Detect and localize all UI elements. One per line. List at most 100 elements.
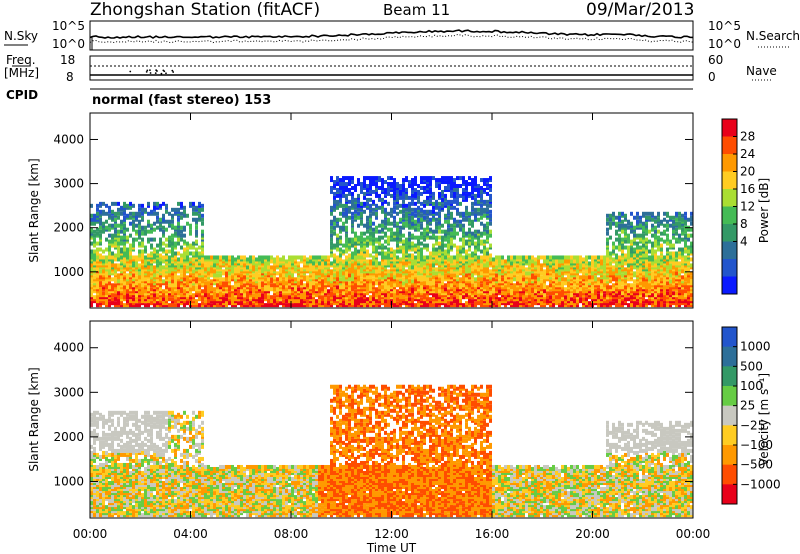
power-cell	[168, 211, 171, 216]
power-cell	[420, 176, 423, 181]
power-cell	[552, 273, 555, 278]
power-cell	[474, 241, 477, 246]
power-cell	[144, 245, 147, 250]
power-cell	[162, 241, 165, 246]
power-cell	[471, 231, 474, 236]
power-cell	[132, 243, 135, 248]
power-cell	[354, 213, 357, 218]
power-cell	[126, 227, 129, 232]
power-cell	[543, 269, 546, 274]
power-cell	[198, 207, 201, 212]
power-cell	[363, 223, 366, 228]
power-cell	[249, 265, 252, 270]
power-cell	[207, 255, 210, 260]
power-cell	[90, 255, 93, 260]
power-cell	[150, 287, 153, 292]
power-cell	[117, 263, 120, 268]
power-cell	[471, 195, 474, 200]
power-cell	[351, 191, 354, 196]
power-cell	[369, 184, 372, 188]
power-cell	[357, 215, 360, 220]
power-cell	[405, 245, 408, 250]
power-cell	[102, 209, 105, 214]
power-cell	[120, 241, 123, 246]
power-cell	[186, 213, 189, 218]
power-cell	[423, 243, 426, 248]
power-cell	[165, 237, 168, 242]
power-cell	[282, 269, 285, 274]
power-cell	[96, 277, 99, 282]
power-cell	[381, 182, 384, 187]
nsearch-trace	[89, 33, 694, 44]
power-cell	[426, 195, 429, 200]
power-cell	[276, 277, 279, 282]
power-cell	[351, 237, 354, 242]
power-cell	[438, 283, 441, 288]
power-cell	[486, 295, 489, 300]
power-cell	[474, 176, 477, 181]
power-cell	[267, 277, 270, 282]
power-cell	[201, 301, 204, 306]
power-cell	[417, 217, 420, 222]
power-cell	[351, 180, 354, 185]
power-cell	[357, 265, 360, 270]
power-cell	[156, 225, 159, 230]
power-cell	[492, 277, 495, 282]
power-cell	[540, 267, 543, 272]
power-cell	[375, 211, 378, 216]
power-cell	[525, 271, 528, 276]
power-cell	[507, 281, 510, 286]
power-cell	[138, 303, 141, 308]
power-cell	[558, 281, 561, 286]
power-cell	[414, 207, 417, 212]
power-cell	[342, 221, 345, 226]
power-cell	[357, 193, 360, 198]
power-cell	[171, 297, 174, 302]
power-cell	[552, 255, 555, 260]
power-cell	[183, 209, 186, 214]
power-cell	[303, 255, 306, 260]
power-cell	[333, 195, 336, 200]
power-cell	[117, 253, 120, 258]
power-cell	[123, 303, 126, 308]
power-cell	[366, 253, 369, 258]
power-cell	[534, 275, 537, 280]
power-cell	[420, 223, 423, 228]
power-cell	[162, 265, 165, 270]
power-cell	[414, 219, 417, 224]
power-cell	[111, 215, 114, 220]
power-cell	[114, 233, 117, 238]
power-cell	[141, 231, 144, 236]
power-cell	[303, 291, 306, 296]
power-cell	[201, 213, 204, 218]
power-cell	[429, 259, 432, 264]
power-cell	[471, 201, 474, 206]
power-cell	[351, 176, 354, 181]
power-cell	[411, 178, 414, 183]
power-cell	[138, 219, 141, 224]
power-cell	[339, 247, 342, 252]
power-cell	[474, 261, 477, 266]
power-cell	[255, 257, 258, 262]
power-cell	[423, 185, 426, 190]
power-cell	[492, 289, 495, 294]
power-cell	[273, 275, 276, 280]
power-cell	[306, 299, 309, 304]
power-cell	[351, 211, 354, 216]
power-cell	[342, 263, 345, 268]
power-cell	[393, 191, 396, 196]
power-cell	[468, 217, 471, 222]
power-cell	[429, 217, 432, 222]
power-cell	[381, 227, 384, 232]
power-cell	[420, 201, 423, 206]
power-cell	[477, 193, 480, 198]
power-cell	[267, 271, 270, 276]
power-cell	[306, 303, 309, 308]
power-cell	[300, 287, 303, 292]
power-cell	[228, 261, 231, 266]
power-cell	[150, 243, 153, 248]
power-cell	[513, 267, 516, 272]
power-cell	[360, 273, 363, 278]
power-cell	[387, 191, 390, 196]
